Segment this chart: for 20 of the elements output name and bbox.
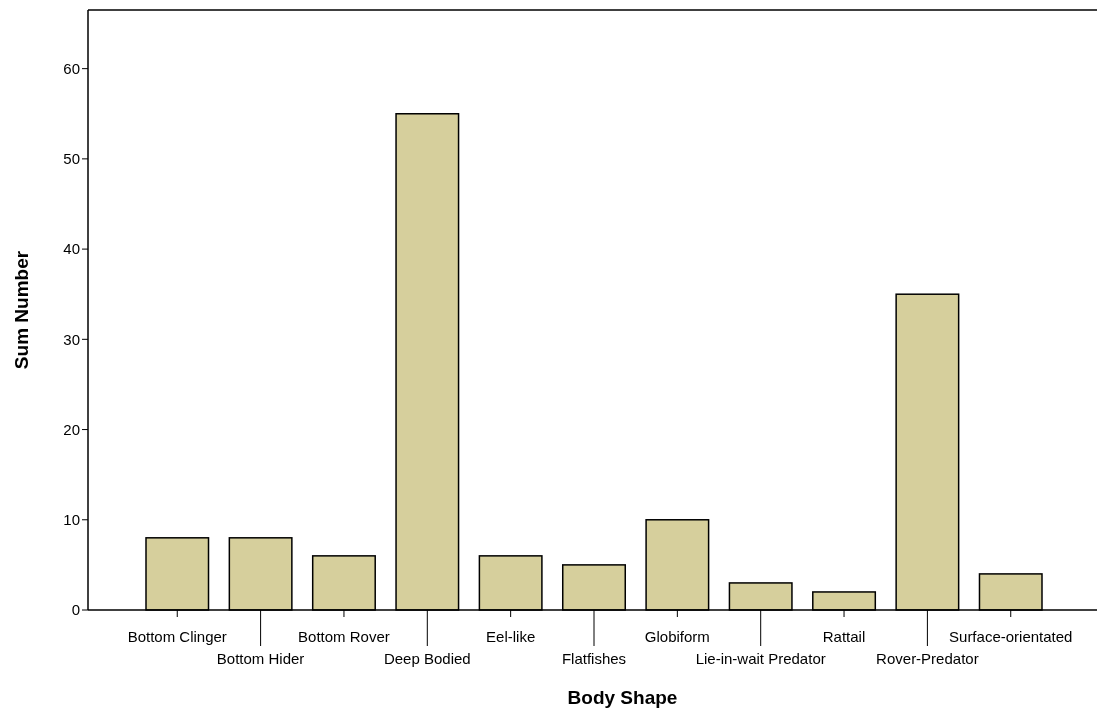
x-tick-label: Bottom Hider bbox=[216, 650, 305, 667]
y-tick-label: 10 bbox=[63, 511, 80, 529]
y-tick-label: 40 bbox=[63, 240, 80, 258]
x-tick-label: Rattail bbox=[822, 628, 866, 645]
y-tick-label: 0 bbox=[71, 601, 80, 619]
y-tick-label: 60 bbox=[63, 59, 80, 77]
x-tick-label: Globiform bbox=[644, 628, 710, 645]
x-tick-label: Flatfishes bbox=[561, 650, 627, 667]
x-axis-title: Body Shape bbox=[567, 687, 678, 708]
y-tick-label: 20 bbox=[63, 420, 80, 438]
y-tick-label: 50 bbox=[63, 150, 80, 168]
x-tick-label: Eel-like bbox=[486, 628, 536, 645]
x-tick-label: Bottom Rover bbox=[298, 628, 390, 645]
x-tick-label: Bottom Clinger bbox=[127, 628, 227, 645]
x-tick-label: Rover-Predator bbox=[876, 650, 979, 667]
y-axis-title: Sum Number bbox=[11, 250, 32, 370]
x-tick-label: Surface-orientated bbox=[949, 628, 1073, 645]
y-tick-label: 30 bbox=[63, 330, 80, 348]
x-tick-label: Deep Bodied bbox=[383, 650, 471, 667]
x-tick-label: Lie-in-wait Predator bbox=[695, 650, 826, 667]
